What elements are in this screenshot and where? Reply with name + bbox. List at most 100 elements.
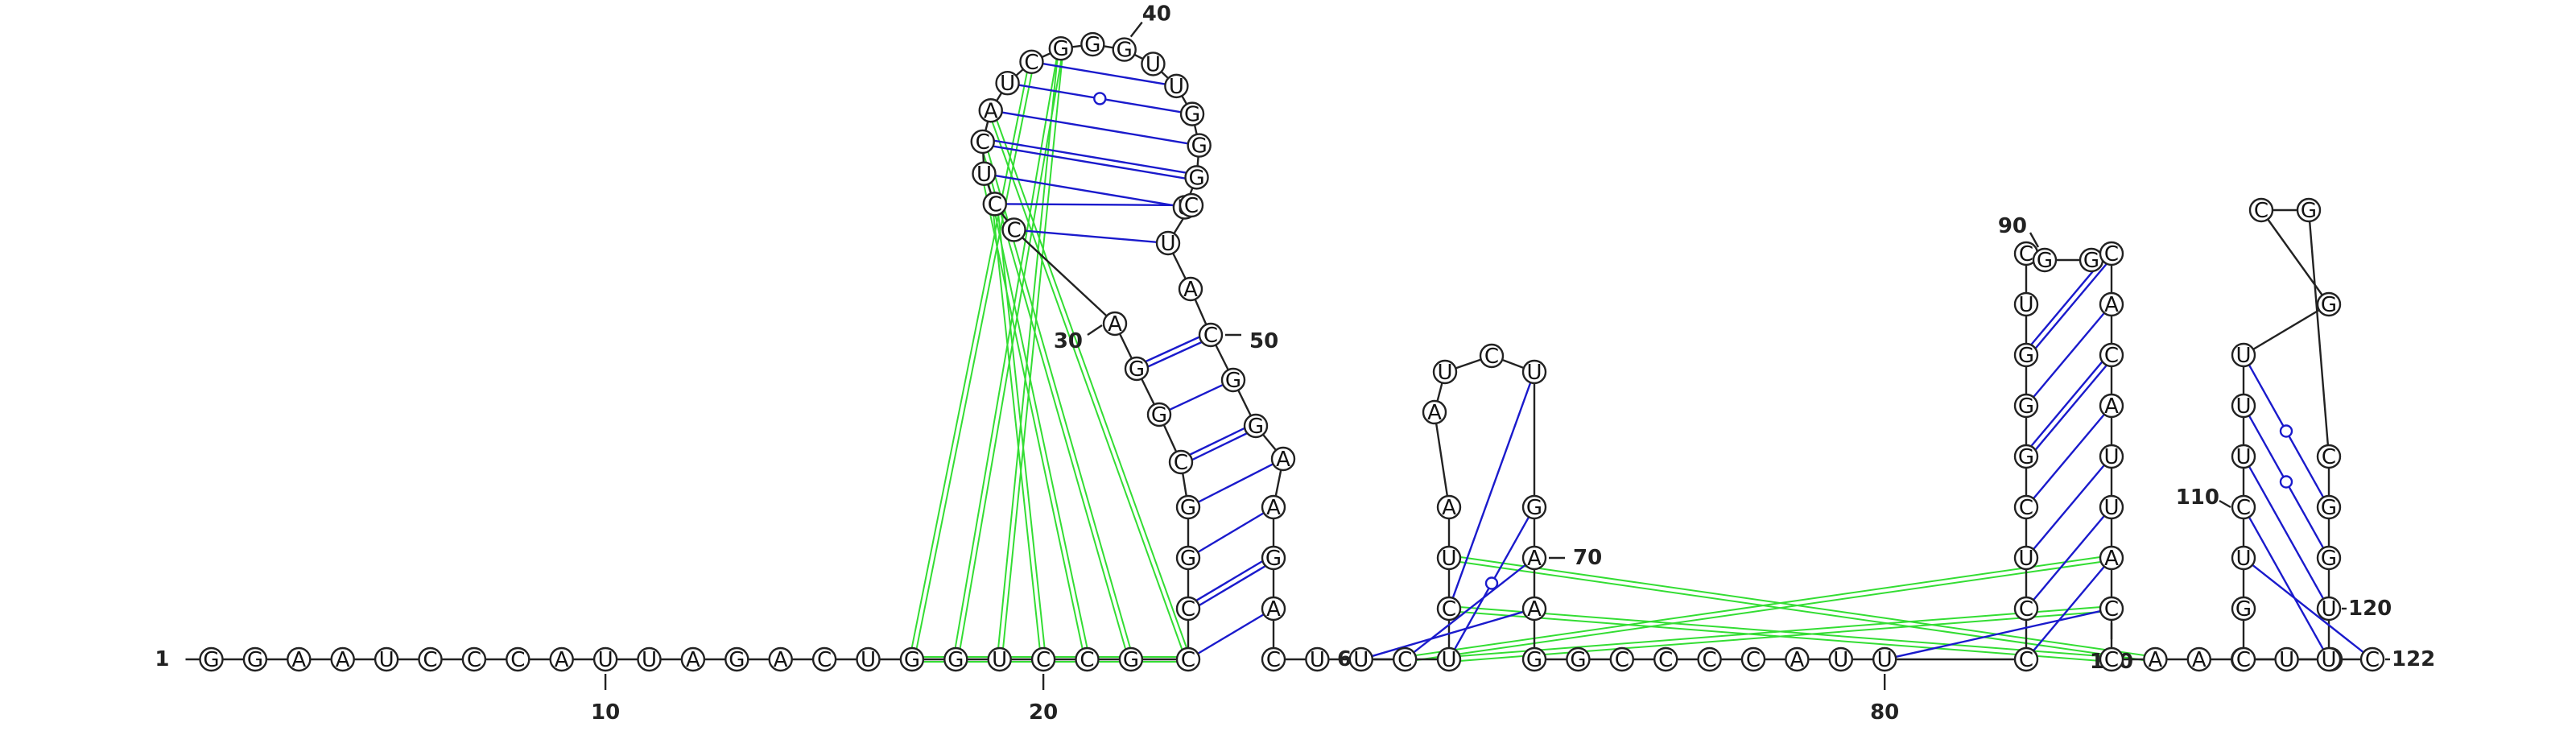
nucleotide-circle bbox=[2013, 596, 2039, 622]
nucleotide-letter: C bbox=[1442, 597, 1456, 622]
nucleotide-circle bbox=[1521, 646, 1547, 672]
nucleotide-circle bbox=[2013, 646, 2039, 672]
nucleotide-letter: A bbox=[2149, 648, 2163, 672]
nucleotide: C bbox=[1653, 646, 1678, 672]
nucleotide-letter: U bbox=[1441, 547, 1456, 571]
nucleotide-circle bbox=[1175, 545, 1201, 571]
nucleotide-letter: G bbox=[1191, 134, 1208, 159]
backbone-segment bbox=[2243, 303, 2330, 357]
nucleotide-letter: G bbox=[947, 648, 964, 672]
nucleotide-circle bbox=[1785, 646, 1810, 672]
tertiary-interaction bbox=[987, 109, 1191, 661]
nucleotide: C bbox=[1075, 646, 1100, 672]
nucleotide-letter: C bbox=[976, 130, 990, 155]
nucleotide: U bbox=[995, 71, 1020, 96]
nucleotide-letter: U bbox=[1310, 648, 1325, 672]
position-label: 70 bbox=[1549, 546, 1602, 570]
tertiary-interaction bbox=[908, 60, 1035, 660]
tertiary-interaction-line bbox=[913, 62, 1035, 660]
nucleotide: C bbox=[1001, 217, 1026, 242]
nucleotide: C bbox=[418, 646, 443, 672]
nucleotide-letter: U bbox=[1146, 52, 1161, 76]
nucleotide: G bbox=[1118, 646, 1144, 672]
nucleotide-letter: C bbox=[988, 192, 1002, 217]
nucleotide-circle bbox=[1261, 646, 1286, 672]
nucleotide-circle bbox=[2231, 342, 2256, 368]
nucleotide-letter: G bbox=[1248, 415, 1264, 439]
position-label: 50 bbox=[1225, 329, 1278, 353]
pair-line bbox=[2030, 259, 2103, 345]
position-number: 70 bbox=[1573, 546, 1602, 570]
position-label: 40 bbox=[1129, 2, 1171, 38]
nucleotide: G bbox=[1261, 545, 1286, 571]
backbone-layer bbox=[211, 43, 2372, 661]
nucleotide-circle bbox=[1019, 49, 1044, 74]
base-pair bbox=[1169, 383, 1224, 411]
nucleotide-letter: C bbox=[2019, 242, 2033, 266]
nucleotide: U bbox=[1432, 359, 1458, 385]
nucleotide-letter: U bbox=[2103, 445, 2119, 469]
position-label: 90 bbox=[1998, 214, 2040, 248]
nucleotide-letter: C bbox=[2019, 496, 2033, 520]
nucleotide-letter: U bbox=[2235, 344, 2251, 368]
nucleotide-letter: G bbox=[2037, 249, 2053, 273]
base-pair bbox=[1195, 560, 1266, 606]
wobble-marker bbox=[1484, 576, 1499, 590]
nucleotide: U bbox=[2231, 342, 2256, 368]
nucleotide-letter: C bbox=[1181, 597, 1195, 622]
nucleotide: G bbox=[1179, 101, 1205, 127]
nucleotide: U bbox=[2013, 291, 2039, 317]
nucleotide-letter: U bbox=[2103, 496, 2119, 520]
nucleotide-circle bbox=[972, 161, 997, 186]
tertiary-interaction-line bbox=[991, 204, 1042, 660]
nucleotide: G bbox=[2316, 494, 2342, 520]
nucleotide-letter: U bbox=[1833, 648, 1848, 672]
nucleotide: G bbox=[2316, 545, 2342, 571]
nucleotide-letter: G bbox=[2321, 547, 2337, 571]
backbone-segment bbox=[1433, 411, 1451, 508]
nucleotide-letter: C bbox=[1080, 648, 1094, 672]
position-tick-layer: 1102030405060708090100110120122 bbox=[155, 2, 2435, 725]
nucleotide: U bbox=[2231, 444, 2256, 469]
nucleotide-letter: A bbox=[984, 99, 998, 123]
nucleotide-letter: U bbox=[2235, 445, 2251, 469]
nucleotide-letter: A bbox=[1442, 496, 1456, 520]
nucleotide: A bbox=[2099, 393, 2124, 419]
backbone-segment bbox=[2260, 209, 2330, 305]
tertiary-interaction-line bbox=[952, 47, 1059, 659]
nucleotide: A bbox=[2099, 291, 2124, 317]
nucleotide-letter: U bbox=[2321, 648, 2336, 672]
nucleotide-circle bbox=[2013, 545, 2039, 571]
nucleotide: G bbox=[1124, 356, 1150, 382]
nucleotide-letter: A bbox=[1266, 496, 1281, 520]
nucleotide-letter: A bbox=[2104, 394, 2119, 419]
nucleotide-circle bbox=[1521, 494, 1547, 520]
nucleotide-circle bbox=[1048, 36, 1073, 61]
base-pair bbox=[1197, 512, 1265, 553]
nucleotide-letter: G bbox=[1570, 648, 1586, 672]
nucleotide-circle bbox=[592, 646, 618, 672]
nucleotide: G bbox=[2079, 247, 2104, 273]
nucleotide: A bbox=[1178, 276, 1203, 302]
pair-line bbox=[1145, 336, 1200, 363]
nucleotide-letter: U bbox=[861, 648, 876, 672]
pair-line bbox=[2033, 464, 2105, 551]
tertiary-interaction bbox=[1404, 555, 2112, 663]
position-tick bbox=[2029, 232, 2040, 248]
nucleotide: A bbox=[1521, 545, 1547, 571]
nucleotide-letter: G bbox=[1225, 369, 1241, 393]
nucleotide: U bbox=[1141, 52, 1166, 76]
nucleotide: G bbox=[2013, 342, 2039, 368]
pair-line bbox=[1189, 427, 1245, 456]
pair-line bbox=[2248, 516, 2325, 650]
wobble-pair bbox=[2248, 415, 2325, 549]
nucleotide: G bbox=[1521, 494, 1547, 520]
nucleotide: G bbox=[2032, 247, 2058, 273]
nucleotide-circle bbox=[637, 646, 662, 672]
nucleotide: U bbox=[1436, 545, 1462, 571]
nucleotide-circle bbox=[1175, 646, 1201, 672]
nucleotide-letter: U bbox=[2235, 547, 2251, 571]
nucleotide-circle bbox=[1179, 101, 1205, 126]
nucleotide: G bbox=[1521, 646, 1547, 672]
tertiary-interaction bbox=[1448, 555, 2156, 663]
